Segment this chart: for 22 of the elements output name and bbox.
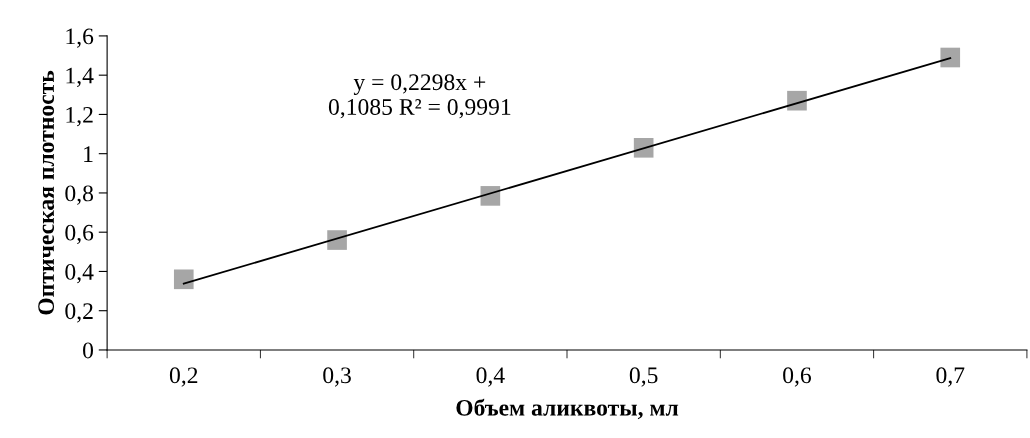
point xyxy=(327,230,347,250)
x-tick-label: 0,2 xyxy=(169,367,198,387)
point xyxy=(787,90,807,111)
y-tick-label: 0,6 xyxy=(65,224,94,245)
y-tick-label: 1 xyxy=(84,146,93,162)
x-tick-label: 0,4 xyxy=(476,367,505,387)
y-tick-label: 1,6 xyxy=(66,28,94,48)
y-tick-label: 1,4 xyxy=(66,67,94,87)
annotation: y = 0,2298x + 0,1085 R² = 0,9991 xyxy=(328,74,511,119)
point xyxy=(173,269,194,290)
x-tick-label: 0,6 xyxy=(783,367,812,387)
y-tick-label: 1,2 xyxy=(66,106,93,127)
y-tick-label: 0,4 xyxy=(65,263,94,284)
x-tick-label: 0,3 xyxy=(323,367,351,387)
x-tick-label: 0,7 xyxy=(936,367,965,387)
x-axis-title: Объем аликвоты, мл xyxy=(456,398,679,420)
y-axis-title: Оптическая плотность xyxy=(38,70,55,315)
y-tick-label: 0,8 xyxy=(65,185,94,205)
x-tick-label: 0,5 xyxy=(629,367,658,387)
y-tick-label: 0 xyxy=(83,342,94,359)
y-tick-label: 0,2 xyxy=(65,303,93,323)
point xyxy=(940,47,961,68)
